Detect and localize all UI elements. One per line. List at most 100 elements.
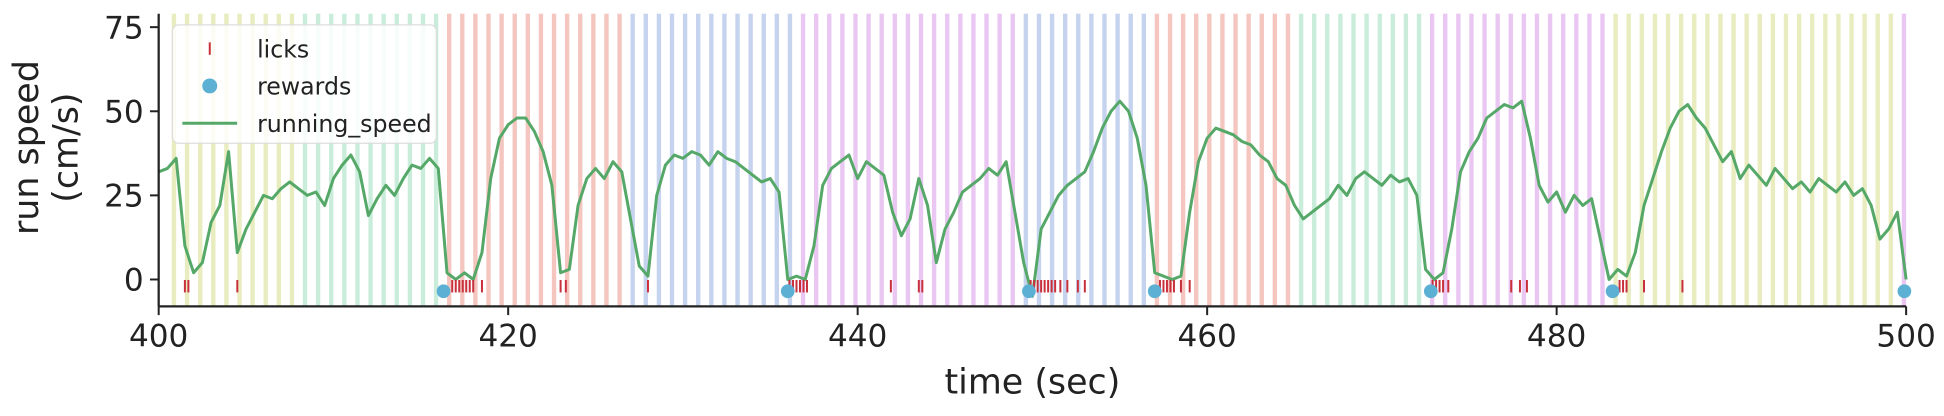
flash xyxy=(1220,13,1225,307)
y-axis-label: (cm/s) xyxy=(47,92,87,202)
flash xyxy=(827,13,832,307)
flash xyxy=(1390,13,1396,307)
flash xyxy=(1796,13,1802,307)
flash xyxy=(696,13,701,307)
flash xyxy=(1272,13,1278,307)
flash xyxy=(198,13,203,307)
flash xyxy=(1600,13,1605,307)
y-tick-label: 0 xyxy=(124,263,144,299)
reward xyxy=(780,284,795,299)
flash xyxy=(525,13,531,307)
flash xyxy=(1849,13,1854,307)
flash xyxy=(617,13,622,307)
flash xyxy=(1456,13,1461,307)
flash xyxy=(1862,13,1867,307)
flash xyxy=(1665,13,1671,307)
flash xyxy=(1875,13,1880,307)
flash xyxy=(276,13,282,307)
flash xyxy=(1692,13,1697,307)
flash xyxy=(564,13,570,307)
flash xyxy=(578,13,583,307)
flash xyxy=(1207,13,1212,307)
legend: licks rewards running_speed xyxy=(171,24,438,144)
flash xyxy=(1023,13,1029,307)
flash xyxy=(735,13,740,307)
flash xyxy=(918,13,924,307)
flash xyxy=(1810,13,1815,307)
flash xyxy=(1233,13,1238,307)
flash xyxy=(342,13,347,307)
flash xyxy=(1076,13,1081,307)
flash xyxy=(879,13,884,307)
flash xyxy=(853,13,858,307)
flash xyxy=(1574,13,1579,307)
flash xyxy=(1311,13,1317,307)
flash xyxy=(604,13,609,307)
flash xyxy=(1823,13,1828,307)
flash xyxy=(1783,13,1789,307)
flash xyxy=(329,13,334,307)
flash xyxy=(945,13,950,307)
flash xyxy=(787,13,793,307)
reward xyxy=(1147,284,1162,299)
y-axis-label: run speed xyxy=(7,60,47,235)
flash xyxy=(1351,13,1356,307)
reward xyxy=(1605,284,1620,299)
flash xyxy=(1141,13,1146,307)
reward xyxy=(1423,284,1438,299)
flash xyxy=(1338,13,1343,307)
flash xyxy=(368,13,373,307)
flash xyxy=(1495,13,1500,307)
reward xyxy=(436,284,451,299)
flash xyxy=(289,13,295,307)
flash xyxy=(1469,13,1474,307)
flash xyxy=(1561,13,1566,307)
flash xyxy=(1194,13,1199,307)
flash xyxy=(892,13,897,307)
flash xyxy=(1429,13,1435,307)
flash xyxy=(1547,13,1553,307)
flash xyxy=(1482,13,1487,307)
flash xyxy=(1744,13,1749,307)
legend-label: licks xyxy=(257,35,309,63)
flash xyxy=(1678,13,1684,307)
flash xyxy=(460,13,465,307)
flash xyxy=(1901,13,1907,307)
flash xyxy=(1770,13,1776,307)
x-tick-label: 440 xyxy=(828,318,887,354)
flash xyxy=(1128,13,1133,307)
flash xyxy=(394,13,399,307)
flash xyxy=(761,13,766,307)
flash xyxy=(447,13,452,307)
flash xyxy=(538,13,544,307)
data-layer xyxy=(158,99,1912,299)
flash xyxy=(1010,13,1015,307)
flash xyxy=(748,13,753,307)
flash xyxy=(800,13,806,307)
flash xyxy=(433,13,439,307)
flash xyxy=(211,13,216,307)
flash xyxy=(473,13,478,307)
flash xyxy=(1180,13,1186,307)
flash xyxy=(1377,13,1382,307)
flash xyxy=(1325,13,1330,307)
flash xyxy=(1298,13,1304,307)
flash xyxy=(420,13,426,307)
flash xyxy=(1888,13,1894,307)
flash xyxy=(1416,13,1422,307)
flash xyxy=(1115,13,1120,307)
x-tick-label: 480 xyxy=(1527,318,1586,354)
flash xyxy=(984,13,989,307)
flash xyxy=(381,13,386,307)
flash xyxy=(237,13,242,307)
flash xyxy=(774,13,780,307)
flash xyxy=(512,13,517,307)
y-tick-label: 50 xyxy=(104,94,144,130)
flash xyxy=(1757,13,1762,307)
flash xyxy=(722,13,727,307)
flash xyxy=(1534,13,1540,307)
flash xyxy=(866,13,871,307)
flash xyxy=(184,13,190,307)
